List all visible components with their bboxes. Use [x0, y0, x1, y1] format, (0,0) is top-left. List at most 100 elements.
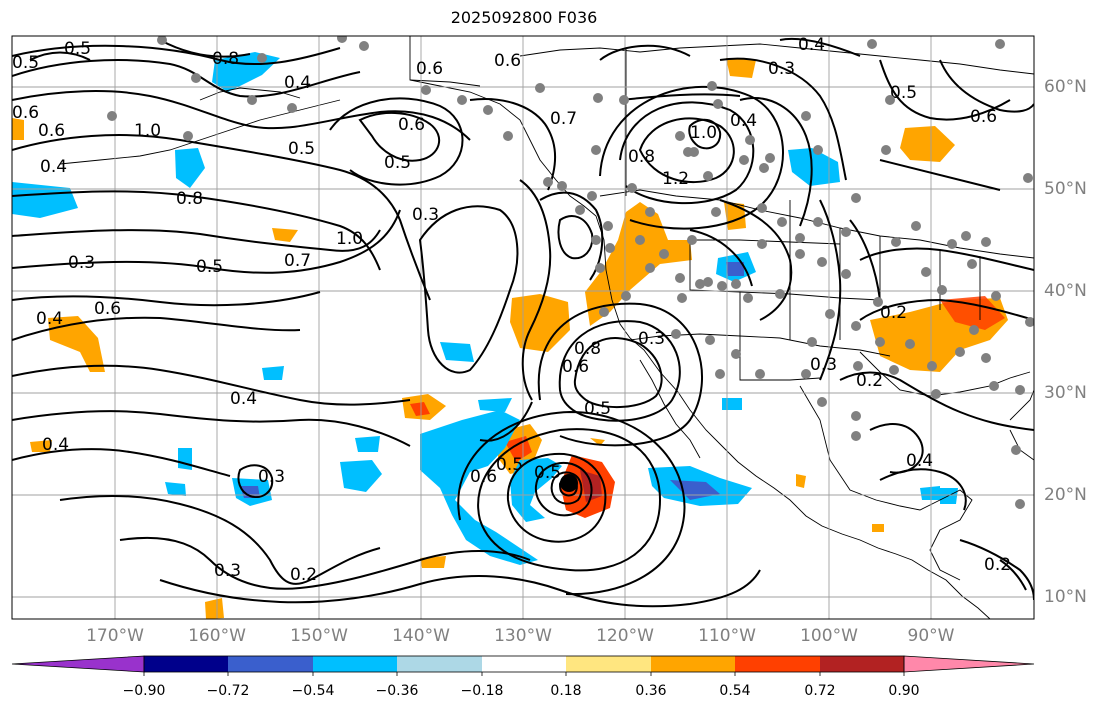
station-dot: [711, 207, 721, 217]
contour-label: 0.6: [970, 107, 997, 127]
station-dot: [825, 309, 835, 319]
contour-label: 0.5: [890, 83, 917, 103]
contour-label: 0.5: [64, 39, 91, 59]
longitude-label: 150°W: [290, 626, 348, 646]
storm-center-marker: [560, 474, 578, 492]
station-dot: [595, 263, 605, 273]
station-dot: [757, 203, 767, 213]
station-dot: [557, 181, 567, 191]
graticule: [12, 36, 1034, 619]
contour-label: 0.4: [906, 451, 933, 471]
contour-label: 0.8: [574, 339, 601, 359]
station-dot: [337, 36, 347, 43]
contour-label: 0.6: [494, 51, 521, 71]
contour-label: 0.5: [384, 153, 411, 173]
station-dot: [795, 233, 805, 243]
station-dot: [889, 365, 899, 375]
station-dot: [1015, 499, 1025, 509]
station-dot: [591, 235, 601, 245]
station-dot: [875, 337, 885, 347]
station-dot: [813, 145, 823, 155]
contour-label: 0.7: [284, 251, 311, 271]
station-dot: [605, 243, 615, 253]
station-dot: [969, 325, 979, 335]
station-dot: [705, 335, 715, 345]
longitude-label: 110°W: [698, 626, 756, 646]
station-dot: [851, 193, 861, 203]
station-dot: [867, 39, 877, 49]
station-dot: [257, 53, 267, 63]
station-dot: [885, 95, 895, 105]
colorbar-segment: [228, 656, 313, 672]
latitude-label: 20°N: [1044, 485, 1087, 505]
station-dot: [873, 297, 883, 307]
station-dot: [931, 389, 941, 399]
longitude-label: 120°W: [596, 626, 654, 646]
contour-label: 0.4: [36, 309, 63, 329]
station-dot: [851, 411, 861, 421]
station-dot: [107, 111, 117, 121]
station-dot: [703, 277, 713, 287]
colorbar-tick-label: −0.54: [291, 683, 335, 699]
station-dot: [483, 105, 493, 115]
station-dot: [851, 431, 861, 441]
station-dot: [715, 369, 725, 379]
station-dot: [995, 39, 1005, 49]
station-dot: [991, 291, 1001, 301]
colorbar-tick-label: −0.18: [460, 683, 504, 699]
colorbar-segment: [397, 656, 482, 672]
contour-label: 0.2: [290, 565, 317, 585]
colorbar-extend-low: [11, 655, 145, 673]
contour-label: 0.8: [628, 147, 655, 167]
station-dot: [1015, 385, 1025, 395]
station-dot: [967, 259, 977, 269]
station-dot: [359, 41, 369, 51]
colorbar-tick-label: −0.72: [206, 683, 250, 699]
map-plot-area: 0.5 0.8 0.6 0.6 0.4 0.3 0.4 0.5 1.0 0.6 …: [12, 36, 1034, 619]
station-dot: [603, 221, 613, 231]
contour-label: 0.6: [38, 121, 65, 141]
colorbar-tick-label: 0.54: [719, 683, 751, 699]
station-dots: [107, 36, 1034, 509]
contour-label: 1.0: [134, 121, 161, 141]
contour-label: 0.4: [730, 111, 757, 131]
contour-label: 0.4: [42, 435, 69, 455]
contour-label: 0.3: [810, 355, 837, 375]
station-dot: [1023, 173, 1033, 183]
latitude-label: 10°N: [1044, 587, 1087, 607]
contour-labels: 0.5 0.8 0.6 0.6 0.4 0.3 0.4 0.5 1.0 0.6 …: [12, 36, 1011, 585]
contour-label: 1.0: [336, 229, 363, 249]
station-dot: [535, 83, 545, 93]
station-dot: [503, 131, 513, 141]
station-dot: [621, 291, 631, 301]
latitude-label: 30°N: [1044, 383, 1087, 403]
station-dot: [911, 221, 921, 231]
contour-label: 0.8: [176, 189, 203, 209]
station-dot: [421, 85, 431, 95]
station-dot: [707, 81, 717, 91]
colorbar-segment: [482, 656, 566, 672]
contour-label: 0.5: [534, 463, 561, 483]
longitude-label: 90°W: [907, 626, 955, 646]
contour-label: 0.3: [768, 59, 795, 79]
station-dot: [927, 361, 937, 371]
station-dot: [675, 273, 685, 283]
station-dot: [247, 95, 257, 105]
colorbar-segment: [651, 656, 735, 672]
contour-label: 0.3: [638, 329, 665, 349]
contour-label: 0.5: [288, 139, 315, 159]
contour-label: 0.5: [496, 455, 523, 475]
longitude-label: 100°W: [800, 626, 858, 646]
contour-label: 0.5: [12, 53, 39, 73]
contour-label: 0.4: [230, 389, 257, 409]
contour-label: 0.8: [212, 49, 239, 69]
contour-label: 0.6: [94, 299, 121, 319]
station-dot: [947, 239, 957, 249]
station-dot: [677, 293, 687, 303]
contour-label: 0.3: [214, 561, 241, 581]
colorbar-extend-high: [903, 655, 1035, 673]
station-dot: [759, 163, 769, 173]
station-dot: [853, 361, 863, 371]
station-dot: [635, 235, 645, 245]
contour-label: 0.2: [856, 371, 883, 391]
